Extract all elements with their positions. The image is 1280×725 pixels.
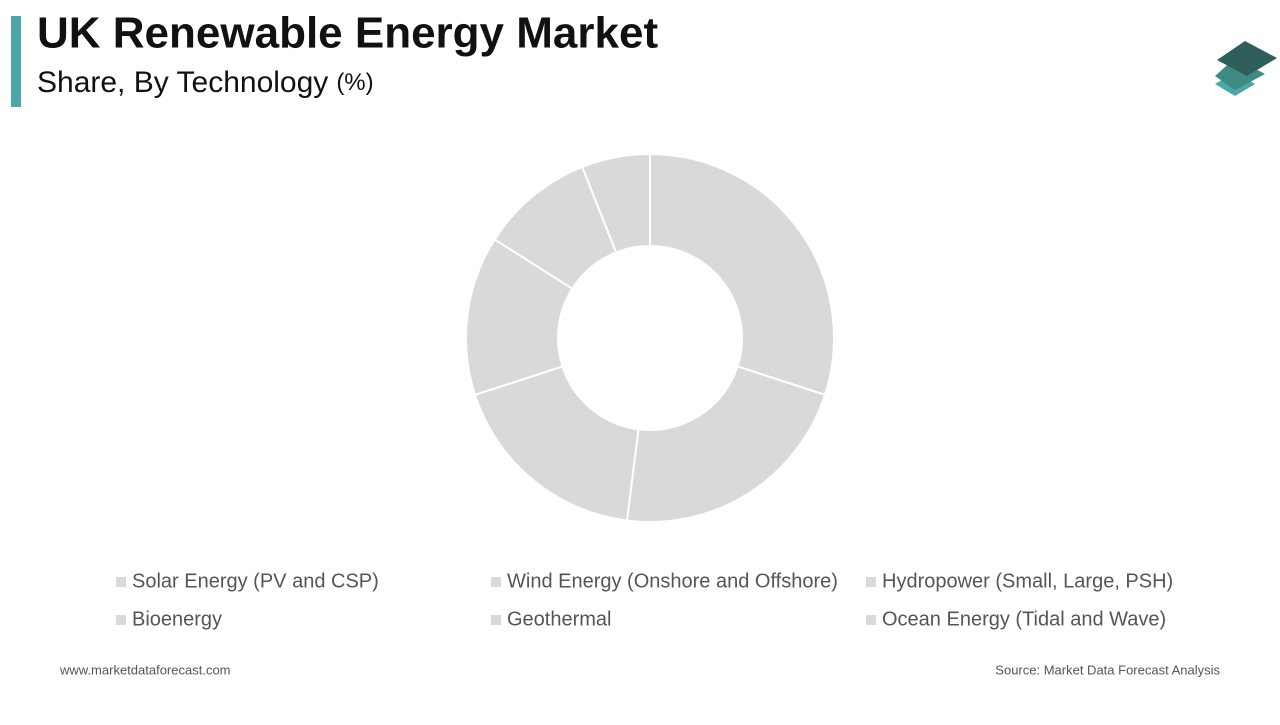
unit: (%) xyxy=(336,69,373,96)
legend-label: Wind Energy (Onshore and Offshore) xyxy=(507,570,838,592)
legend-marker xyxy=(116,615,126,625)
logo xyxy=(1215,41,1277,96)
legend-marker xyxy=(866,577,876,587)
chart-subtitle: Share, By Technology (%) xyxy=(37,66,374,99)
legend-label: Geothermal xyxy=(507,608,612,630)
legend-marker xyxy=(116,577,126,587)
legend-label: Ocean Energy (Tidal and Wave) xyxy=(882,608,1166,630)
chart-title: UK Renewable Energy Market xyxy=(37,9,658,58)
legend-label: Solar Energy (PV and CSP) xyxy=(132,570,379,592)
title-accent xyxy=(11,16,21,107)
source: Source: Market Data Forecast Analysis xyxy=(995,662,1220,677)
legend-marker xyxy=(491,577,501,587)
donut-slice xyxy=(625,365,827,523)
donut-slice xyxy=(473,365,640,522)
legend-label: Hydropower (Small, Large, PSH) xyxy=(882,570,1173,592)
legend-marker xyxy=(491,615,501,625)
donut-slice xyxy=(649,152,835,397)
legend-marker xyxy=(866,615,876,625)
subtitle-text: Share, By Technology xyxy=(37,66,328,99)
donut-slice xyxy=(580,152,651,254)
website: www.marketdataforecast.com xyxy=(59,662,231,677)
legend-label: Bioenergy xyxy=(132,608,222,630)
